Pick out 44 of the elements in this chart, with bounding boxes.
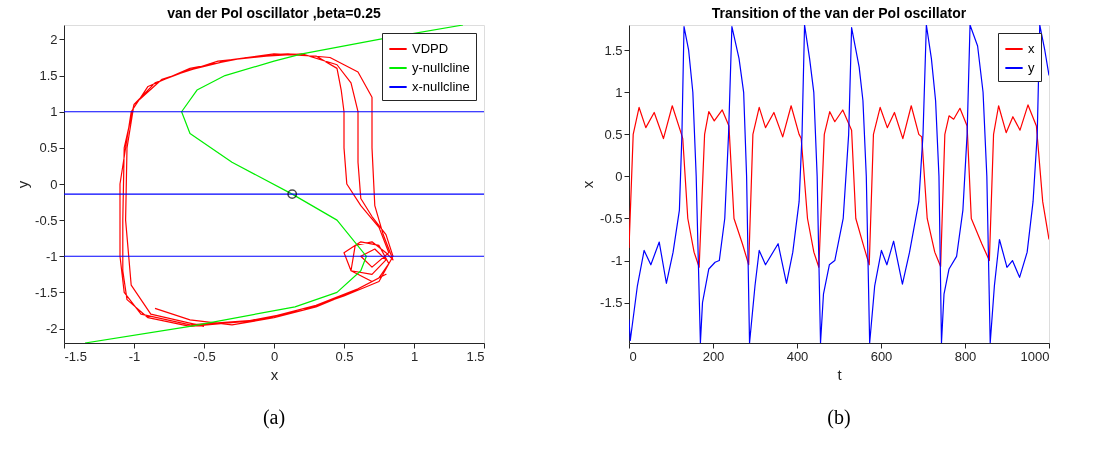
x-tick-label: 1.5 — [466, 348, 485, 364]
y-tick-label: 0 — [50, 176, 58, 192]
y-tick-label: -1.5 — [600, 295, 623, 311]
y-tick-label: 1.5 — [39, 68, 58, 84]
y-tick-label: -2 — [45, 321, 58, 337]
chart-title: van der Pol oscillator ,beta=0.25 — [167, 5, 382, 21]
legend-label: y — [1028, 60, 1035, 75]
legend-label: x-nullcline — [412, 79, 470, 94]
chart-title: Transition of the van der Pol oscillator — [711, 5, 967, 21]
y-tick-label: 0.5 — [39, 140, 58, 156]
y-tick-label: -1 — [610, 253, 623, 269]
x-tick-label: 1 — [410, 348, 419, 364]
y-tick-label: -1.5 — [35, 284, 58, 300]
x-tick-label: 800 — [954, 348, 977, 364]
x-tick-label: 0 — [270, 348, 279, 364]
x-tick-label: -1.5 — [64, 348, 87, 364]
legend-label: x — [1028, 41, 1035, 56]
y-tick-label: 0.5 — [604, 126, 623, 142]
x-axis-title: t — [837, 365, 843, 383]
y-tick-label: -0.5 — [600, 210, 623, 226]
y-axis-title: y — [14, 180, 32, 189]
text: (b) — [827, 406, 851, 429]
x-tick-label: 400 — [786, 348, 809, 364]
x-tick-label: -1 — [128, 348, 141, 364]
y-tick-label: 0 — [615, 168, 623, 184]
line-series — [119, 53, 394, 327]
y-tick-label: 1.5 — [604, 42, 623, 58]
y-tick-label: -1 — [45, 248, 58, 264]
y-tick-label: 1 — [615, 84, 623, 100]
x-tick-label: 0.5 — [335, 348, 354, 364]
x-tick-label: 0 — [629, 348, 637, 364]
x-tick-label: 200 — [702, 348, 725, 364]
x-axis-title: x — [270, 365, 279, 383]
x-tick-label: -0.5 — [193, 348, 216, 364]
legend-label: VDPD — [412, 41, 449, 56]
line-series — [629, 104, 1049, 268]
x-tick-label: 1000 — [1020, 348, 1050, 364]
legend-label: y-nullcline — [412, 60, 470, 75]
y-tick-label: 2 — [50, 31, 58, 47]
text: (a) — [262, 406, 286, 429]
x-tick-label: 600 — [870, 348, 893, 364]
y-tick-label: -0.5 — [35, 212, 58, 228]
y-tick-label: 1 — [50, 104, 58, 120]
y-axis-title: x — [579, 180, 597, 189]
